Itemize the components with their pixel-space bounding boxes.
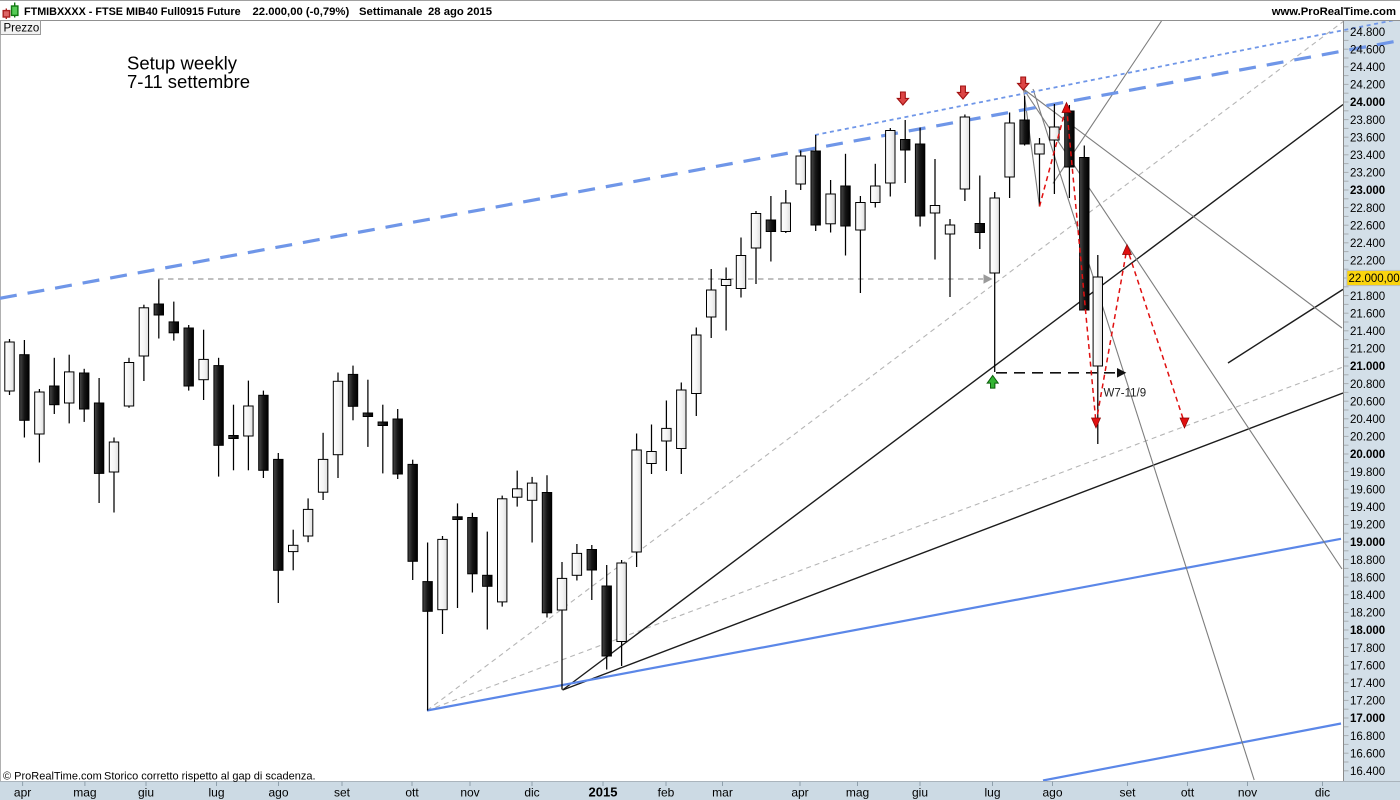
svg-text:22.000,00 (-0,79%): 22.000,00 (-0,79%) [253, 6, 350, 18]
svg-text:18.600: 18.600 [1350, 572, 1385, 584]
svg-text:20.400: 20.400 [1350, 414, 1385, 426]
svg-text:lug: lug [984, 785, 1000, 799]
svg-text:17.600: 17.600 [1350, 660, 1385, 672]
svg-text:24.800: 24.800 [1350, 27, 1385, 39]
svg-text:7-11 settembre: 7-11 settembre [127, 71, 250, 92]
svg-text:dic: dic [1315, 785, 1330, 799]
svg-text:21.600: 21.600 [1350, 308, 1385, 320]
svg-text:24.600: 24.600 [1350, 44, 1385, 56]
svg-text:FTMIBXXXX - FTSE MIB40 Full091: FTMIBXXXX - FTSE MIB40 Full0915 Future [24, 6, 241, 18]
svg-text:Prezzo: Prezzo [4, 23, 40, 35]
svg-text:17.200: 17.200 [1350, 696, 1385, 708]
svg-text:21.800: 21.800 [1350, 291, 1385, 303]
svg-text:24.200: 24.200 [1350, 80, 1385, 92]
svg-text:22.600: 22.600 [1350, 220, 1385, 232]
svg-text:W7-11/9: W7-11/9 [1104, 388, 1147, 400]
svg-text:19.200: 19.200 [1350, 520, 1385, 532]
svg-text:23.800: 23.800 [1350, 115, 1385, 127]
svg-text:apr: apr [14, 785, 31, 799]
svg-text:feb: feb [658, 785, 675, 799]
svg-text:20.600: 20.600 [1350, 396, 1385, 408]
svg-text:23.200: 23.200 [1350, 168, 1385, 180]
svg-text:giu: giu [912, 785, 928, 799]
svg-text:17.800: 17.800 [1350, 643, 1385, 655]
svg-text:nov: nov [1238, 785, 1257, 799]
svg-text:Storico corretto rispetto al g: Storico corretto rispetto al gap di scad… [104, 771, 316, 783]
svg-text:Setup weekly: Setup weekly [127, 53, 238, 74]
svg-text:18.800: 18.800 [1350, 555, 1385, 567]
svg-text:23.600: 23.600 [1350, 132, 1385, 144]
svg-text:2015: 2015 [589, 784, 618, 799]
svg-text:set: set [334, 785, 351, 799]
svg-text:16.800: 16.800 [1350, 731, 1385, 743]
svg-text:ago: ago [1042, 785, 1062, 799]
svg-text:17.400: 17.400 [1350, 678, 1385, 690]
svg-text:22.800: 22.800 [1350, 203, 1385, 215]
svg-text:mag: mag [846, 785, 869, 799]
svg-text:22.200: 22.200 [1350, 256, 1385, 268]
svg-text:18.400: 18.400 [1350, 590, 1385, 602]
svg-text:19.400: 19.400 [1350, 502, 1385, 514]
svg-text:lug: lug [208, 785, 224, 799]
svg-text:20.000: 20.000 [1350, 449, 1385, 461]
svg-text:ott: ott [1181, 785, 1195, 799]
svg-text:23.000: 23.000 [1350, 185, 1385, 197]
svg-text:20.800: 20.800 [1350, 379, 1385, 391]
svg-text:ott: ott [405, 785, 419, 799]
svg-text:22.400: 22.400 [1350, 238, 1385, 250]
svg-text:ago: ago [268, 785, 288, 799]
svg-text:dic: dic [524, 785, 539, 799]
svg-text:21.000: 21.000 [1350, 361, 1385, 373]
svg-text:22.000,00: 22.000,00 [1349, 273, 1400, 285]
svg-text:mag: mag [73, 785, 96, 799]
svg-text:20.200: 20.200 [1350, 432, 1385, 444]
svg-text:18.000: 18.000 [1350, 625, 1385, 637]
svg-text:28 ago 2015: 28 ago 2015 [428, 6, 492, 18]
svg-text:21.200: 21.200 [1350, 344, 1385, 356]
svg-text:24.400: 24.400 [1350, 62, 1385, 74]
svg-text:21.400: 21.400 [1350, 326, 1385, 338]
svg-text:19.800: 19.800 [1350, 467, 1385, 479]
svg-text:16.600: 16.600 [1350, 748, 1385, 760]
svg-text:24.000: 24.000 [1350, 97, 1385, 109]
svg-text:apr: apr [791, 785, 808, 799]
svg-text:giu: giu [138, 785, 154, 799]
svg-text:19.000: 19.000 [1350, 537, 1385, 549]
svg-text:23.400: 23.400 [1350, 150, 1385, 162]
svg-text:Settimanale: Settimanale [359, 6, 422, 18]
svg-text:19.600: 19.600 [1350, 484, 1385, 496]
svg-text:mar: mar [712, 785, 733, 799]
svg-text:17.000: 17.000 [1350, 713, 1385, 725]
svg-text:18.200: 18.200 [1350, 608, 1385, 620]
svg-text:© ProRealTime.com: © ProRealTime.com [3, 771, 102, 783]
svg-text:set: set [1119, 785, 1136, 799]
svg-text:16.400: 16.400 [1350, 766, 1385, 778]
svg-text:nov: nov [460, 785, 479, 799]
svg-text:www.ProRealTime.com: www.ProRealTime.com [1271, 6, 1396, 18]
